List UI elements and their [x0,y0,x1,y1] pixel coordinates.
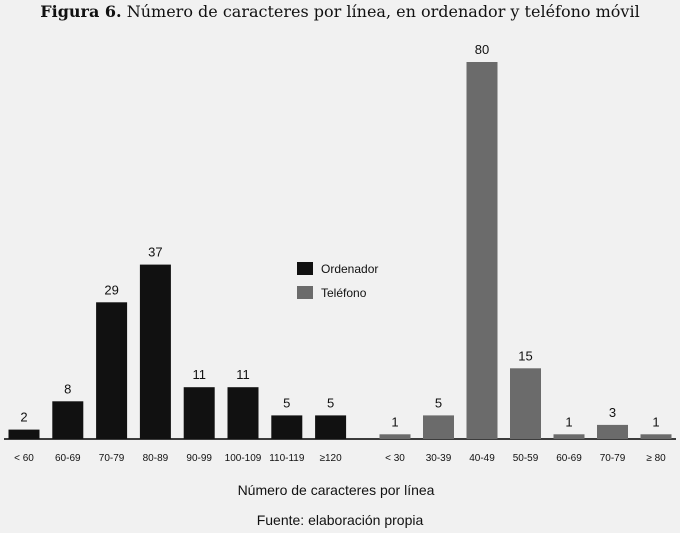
figure-label: Figura 6. [40,2,122,21]
bar-value-label: 1 [652,414,659,429]
bar [315,415,347,439]
legend-label: Ordenador [321,262,378,276]
figure-title-text: Número de caracteres por línea, en orden… [126,2,640,21]
x-axis-label: Número de caracteres por línea [238,482,435,498]
bar-value-label: 29 [104,282,118,297]
legend-swatch [297,262,313,275]
bar-value-label: 15 [518,348,532,363]
bar [271,415,303,439]
bar [553,434,585,439]
figure-title: Figura 6. Número de caracteres por línea… [0,2,680,21]
x-tick-label: 60-69 [556,453,582,464]
bar-value-label: 2 [20,410,27,425]
x-tick-label: 30-39 [426,453,452,464]
bar [466,62,498,439]
bar [52,401,84,439]
bar [139,264,171,439]
bar-value-label: 8 [64,381,71,396]
bar [597,424,628,439]
x-tick-label: 60-69 [55,453,81,464]
bar [379,434,411,439]
x-tick-label: ≥ 80 [646,453,666,464]
bar-value-label: 1 [565,414,572,429]
x-tick-label: 70-79 [99,453,125,464]
x-tick-label: 50-59 [513,453,539,464]
figure-source: Fuente: elaboración propia [256,512,424,528]
x-tick-label: 110-119 [269,453,305,464]
x-tick-label: 70-79 [600,453,626,464]
x-tick-label: < 60 [14,453,34,464]
bar-value-label: 5 [435,395,442,410]
bars-group: 2< 60860-692970-793780-891190-9911100-10… [8,42,672,464]
bar-value-label: 80 [475,42,489,57]
bar-value-label: 11 [192,367,206,382]
bar [8,429,40,439]
bar [183,387,215,439]
x-tick-label: < 30 [385,453,405,464]
bar-value-label: 37 [148,245,162,260]
bar [96,302,128,439]
legend: Ordenador Teléfono [297,262,378,300]
x-tick-label: 40-49 [469,453,495,464]
bar-value-label: 1 [391,414,398,429]
bar-value-label: 5 [283,395,290,410]
x-tick-label: 100-109 [225,453,262,464]
bar [227,387,259,439]
legend-swatch [297,286,313,299]
bar [510,368,541,439]
legend-label: Teléfono [321,286,367,300]
bar-value-label: 11 [236,367,250,382]
x-tick-label: 90-99 [186,453,212,464]
bar [423,415,454,439]
bar-value-label: 5 [327,395,334,410]
bar [640,434,672,439]
x-tick-label: 80-89 [143,453,169,464]
x-tick-label: ≥120 [320,453,343,464]
bar-value-label: 3 [609,405,616,420]
